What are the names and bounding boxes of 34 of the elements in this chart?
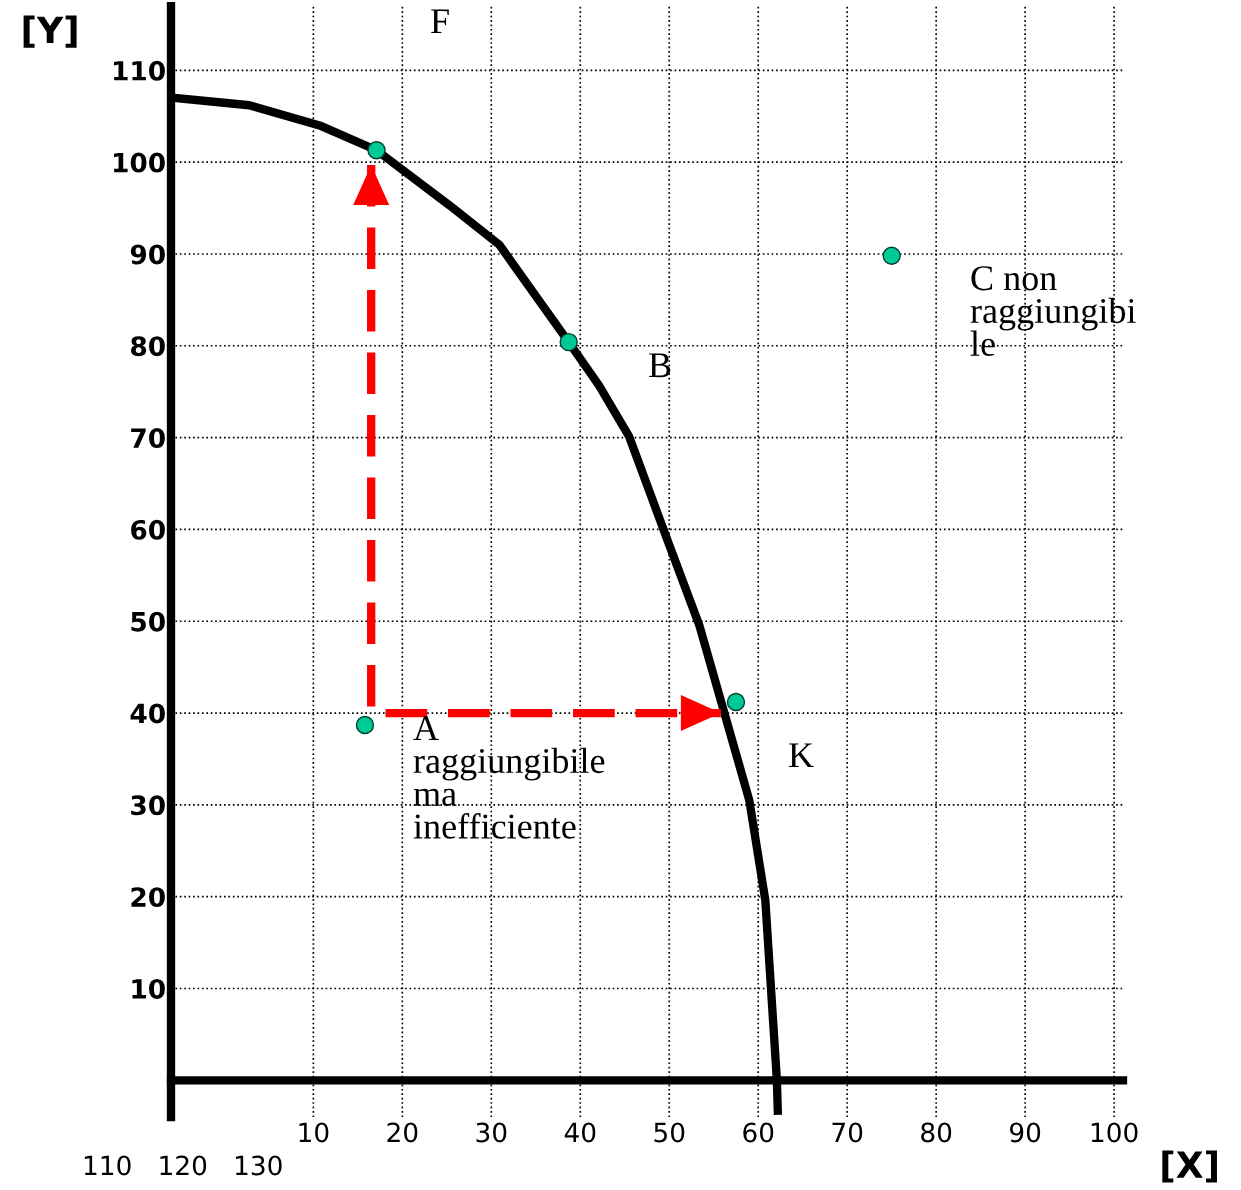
x-axis-title: [X] [1162,1150,1217,1183]
y-tick-label: 40 [130,703,165,724]
point [726,692,746,712]
annotation: A raggiungibile ma inefficiente [413,716,605,839]
x-tick-label: 30 [476,1122,507,1143]
y-tick-label: 60 [131,519,165,540]
x-tick-label: 90 [1010,1122,1041,1143]
x-tick-label: 80 [921,1122,952,1143]
annotation: K [789,743,814,768]
x-tick-label: 20 [387,1122,418,1143]
y-tick-label: 80 [131,336,165,357]
y-tick-label: 100 [114,152,165,173]
x-tick-label: 50 [654,1122,685,1143]
text: 110 120 130 [84,1155,282,1176]
x-tick-label: 10 [299,1122,329,1143]
point [367,141,386,160]
point [559,332,578,352]
y-tick-label: 30 [131,795,165,816]
y-tick-label: 20 [131,887,165,908]
y-tick-label: 110 [114,60,165,81]
x-tick-label: 100 [1091,1122,1138,1143]
x-tick-label: 70 [832,1122,863,1143]
annotation: F [431,9,449,34]
x-tick-label: 40 [564,1122,596,1143]
point [882,246,901,266]
annotation: C non raggiungibi le [970,266,1136,357]
annotation: B [649,353,671,378]
y-tick-label: 70 [131,428,165,449]
y-tick-label: 90 [130,244,165,265]
y-tick-label: 10 [132,978,165,999]
x-tick-label: 60 [743,1122,774,1143]
y-tick-label: 50 [131,611,165,632]
y-axis-title: [Y] [23,15,77,48]
point [355,715,375,735]
